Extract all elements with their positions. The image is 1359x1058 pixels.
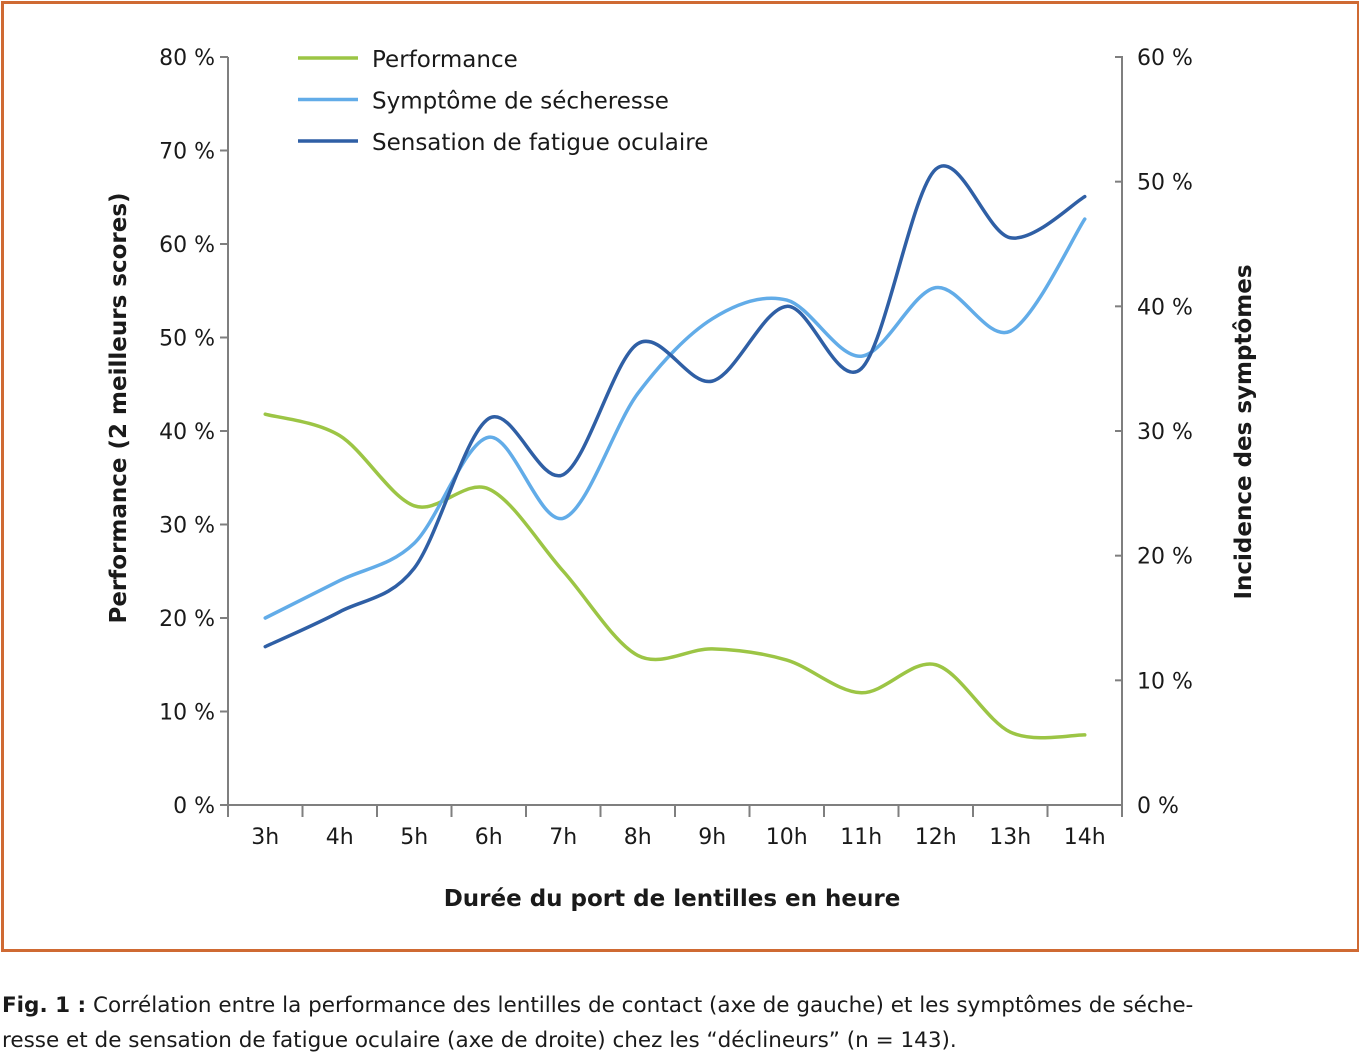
y-axis-left-title: Performance (2 meilleurs scores)	[106, 192, 132, 623]
legend-label-1: Performance	[372, 47, 518, 73]
y-right-tick-label: 10 %	[1137, 669, 1193, 694]
y-left-tick-label: 40 %	[159, 420, 215, 445]
x-tick-label: 9h	[698, 825, 726, 850]
y-axis-right-title: Incidence des symptômes	[1231, 264, 1257, 599]
x-tick-label: 4h	[326, 825, 354, 850]
series-line-1	[263, 412, 1087, 740]
x-tick-label: 8h	[624, 825, 652, 850]
axes: 0 % 10 % 20 % 30 % 40 % 50 % 60 % 70 % 80 % 0 % 10…	[159, 46, 1193, 850]
figure-frame	[1, 1, 1359, 952]
series-line-3	[263, 164, 1087, 649]
caption-label: Fig. 1 :	[2, 993, 87, 1018]
x-tick-label: 3h	[251, 825, 279, 850]
x-tick-label: 14h	[1064, 825, 1106, 850]
y-left-tick-label: 60 %	[159, 233, 215, 258]
y-right-tick-label: 20 %	[1137, 545, 1193, 570]
y-right-tick-label: 60 %	[1137, 46, 1193, 71]
y-left-tick-label: 70 %	[159, 140, 215, 165]
legend: Performance Symptôme de sécheresse Sensati…	[298, 47, 708, 156]
y-left-tick-label: 20 %	[159, 607, 215, 632]
series-line-2	[263, 217, 1087, 620]
y-left-tick-label: 80 %	[159, 46, 215, 71]
series-lines	[263, 164, 1087, 740]
x-tick-label: 5h	[400, 825, 428, 850]
y-left-tick-label: 0 %	[173, 794, 215, 819]
x-tick-label: 6h	[475, 825, 503, 850]
y-left-tick-label: 10 %	[159, 701, 215, 726]
x-axis-title: Durée du port de lentilles en heure	[444, 886, 901, 912]
x-tick-label: 11h	[840, 825, 882, 850]
y-right-tick-label: 50 %	[1137, 171, 1193, 196]
y-right-tick-label: 30 %	[1137, 420, 1193, 445]
figure-caption: Fig. 1 : Corrélation entre la performanc…	[2, 988, 1354, 1058]
legend-label-2: Symptôme de sécheresse	[372, 89, 669, 115]
x-tick-label: 10h	[766, 825, 808, 850]
y-left-tick-label: 50 %	[159, 327, 215, 352]
x-tick-label: 7h	[549, 825, 577, 850]
y-right-tick-label: 0 %	[1137, 794, 1179, 819]
legend-label-3: Sensation de fatigue oculaire	[372, 130, 708, 156]
y-right-tick-label: 40 %	[1137, 295, 1193, 320]
line-chart: 0 % 10 % 20 % 30 % 40 % 50 % 60 % 70 % 80 % 0 % 10…	[106, 46, 1257, 912]
caption-line-2: resse et de sensation de fatigue oculair…	[2, 1028, 957, 1053]
y-left-tick-label: 30 %	[159, 514, 215, 539]
x-tick-label: 13h	[989, 825, 1031, 850]
x-tick-label: 12h	[915, 825, 957, 850]
caption-line-1: Corrélation entre la performance des len…	[93, 993, 1194, 1018]
